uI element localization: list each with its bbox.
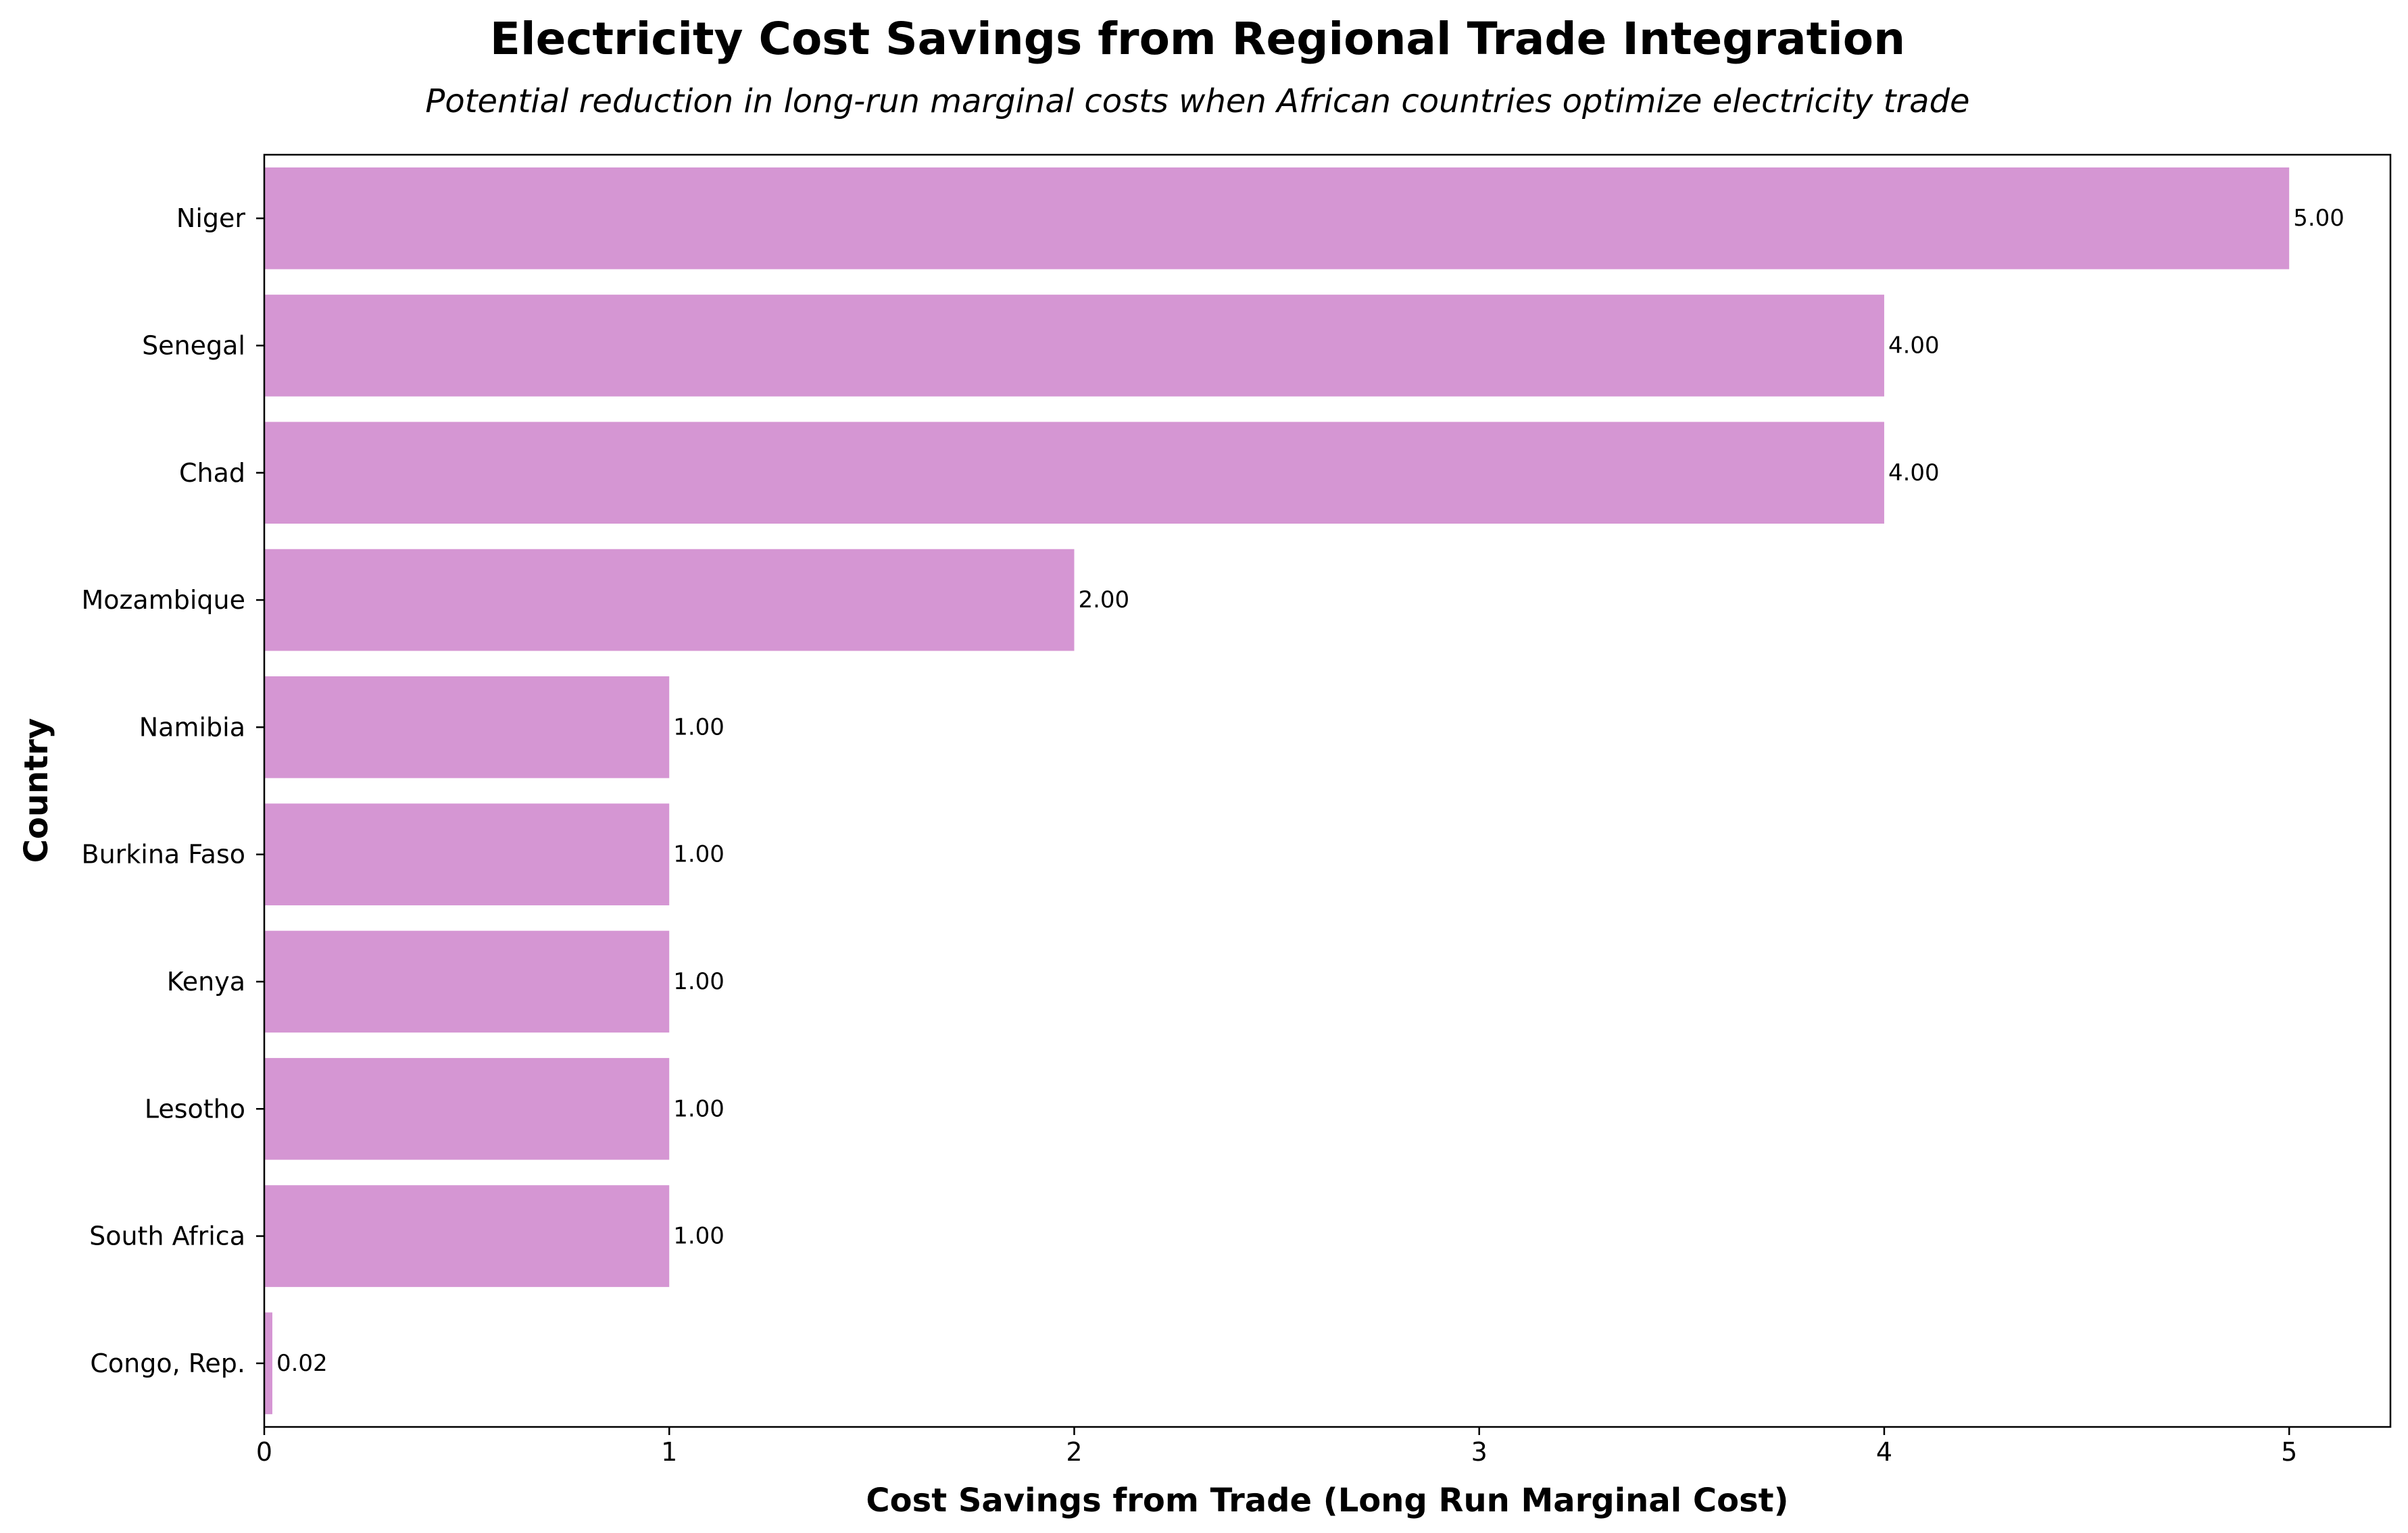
bar-5 [264,803,670,905]
chart-subtitle: Potential reduction in long-run marginal… [425,82,1969,120]
bars-layer: 5.00 4.00 4.00 2.00 1.00 1.00 1.00 1.00 1.00 0.02 [264,167,2344,1415]
bar-6 [264,930,670,1033]
bar-8 [264,1185,670,1287]
y-tick-label-2: Chad [179,458,245,488]
bar-4 [264,676,670,778]
y-tick-label-6: Kenya [167,967,245,997]
data-label-1: 4.00 [1888,332,1940,359]
x-tick-label-2: 2 [1066,1437,1082,1467]
y-tick-label-3: Mozambique [81,585,245,615]
x-tick-label-0: 0 [256,1437,272,1467]
bar-1 [264,295,1884,397]
x-tick-label-3: 3 [1471,1437,1488,1467]
y-tick-label-9: Congo, Rep. [90,1349,245,1378]
y-axis-label: Country [18,718,55,863]
bar-9 [264,1312,272,1415]
bar-3 [264,549,1075,651]
data-label-2: 4.00 [1888,459,1940,486]
x-tick-label-1: 1 [661,1437,677,1467]
y-tick-label-5: Burkina Faso [82,840,246,870]
data-label-7: 1.00 [673,1095,724,1122]
data-label-9: 0.02 [276,1350,328,1377]
plot-frame [263,153,2392,1428]
x-tick-label-4: 4 [1876,1437,1892,1467]
y-tick-label-4: Namibia [139,712,245,742]
data-label-0: 5.00 [2293,205,2344,232]
x-axis-label: Cost Savings from Trade (Long Run Margin… [866,1482,1788,1519]
data-label-3: 2.00 [1078,586,1129,613]
x-tick-label-5: 5 [2281,1437,2297,1467]
y-tick-label-7: Lesotho [145,1094,245,1124]
y-tick-label-0: Niger [176,203,245,233]
bar-7 [264,1057,670,1160]
data-label-4: 1.00 [673,713,724,740]
chart-title: Electricity Cost Savings from Regional T… [490,13,1905,65]
data-label-6: 1.00 [673,968,724,995]
data-label-8: 1.00 [673,1223,724,1250]
bar-2 [264,422,1884,524]
ticks-layer: Niger Senegal Chad Mozambique Namibia Burkina… [81,203,2297,1467]
data-label-5: 1.00 [673,841,724,868]
y-tick-label-1: Senegal [142,330,245,360]
bar-0 [264,167,2290,270]
y-tick-label-8: South Africa [89,1222,245,1251]
